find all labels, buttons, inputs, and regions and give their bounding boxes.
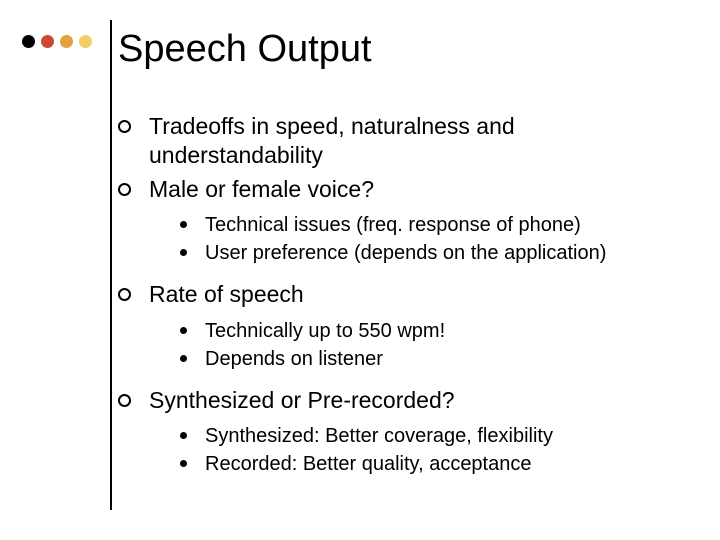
dot-bullet-icon [180,432,187,439]
dot-bullet-icon [180,355,187,362]
sub-bullet-text: Technical issues (freq. response of phon… [205,212,581,238]
ring-bullet-icon [118,394,131,407]
bullet-text: Male or female voice? [149,175,374,204]
sub-bullet-group: Technically up to 550 wpm! Depends on li… [180,318,688,372]
sub-bullet-group: Technical issues (freq. response of phon… [180,212,688,266]
slide: Speech Output Tradeoffs in speed, natura… [0,0,720,540]
decor-dots [22,35,92,48]
bullet-level1: Synthesized or Pre-recorded? [118,386,688,415]
ring-bullet-icon [118,183,131,196]
ring-bullet-icon [118,120,131,133]
bullet-level2: User preference (depends on the applicat… [180,240,688,266]
bullet-level2: Recorded: Better quality, acceptance [180,451,688,477]
sub-bullet-text: Synthesized: Better coverage, flexibilit… [205,423,553,449]
sub-bullet-text: Recorded: Better quality, acceptance [205,451,531,477]
slide-content: Tradeoffs in speed, naturalness and unde… [118,112,688,491]
slide-title: Speech Output [118,28,372,71]
dot-bullet-icon [180,221,187,228]
sub-bullet-text: Technically up to 550 wpm! [205,318,445,344]
dot-2 [41,35,54,48]
dot-1 [22,35,35,48]
bullet-level1: Male or female voice? [118,175,688,204]
bullet-text: Synthesized or Pre-recorded? [149,386,455,415]
bullet-level2: Technical issues (freq. response of phon… [180,212,688,238]
bullet-level2: Technically up to 550 wpm! [180,318,688,344]
dot-bullet-icon [180,460,187,467]
bullet-level2: Depends on listener [180,346,688,372]
sub-bullet-text: User preference (depends on the applicat… [205,240,606,266]
bullet-level1: Tradeoffs in speed, naturalness and unde… [118,112,688,171]
dot-bullet-icon [180,327,187,334]
sub-bullet-group: Synthesized: Better coverage, flexibilit… [180,423,688,477]
bullet-text: Rate of speech [149,280,304,309]
bullet-level2: Synthesized: Better coverage, flexibilit… [180,423,688,449]
dot-4 [79,35,92,48]
bullet-text: Tradeoffs in speed, naturalness and unde… [149,112,688,171]
dot-bullet-icon [180,249,187,256]
dot-3 [60,35,73,48]
ring-bullet-icon [118,288,131,301]
sub-bullet-text: Depends on listener [205,346,383,372]
dot-row [22,35,92,48]
vertical-divider [110,20,112,510]
bullet-level1: Rate of speech [118,280,688,309]
